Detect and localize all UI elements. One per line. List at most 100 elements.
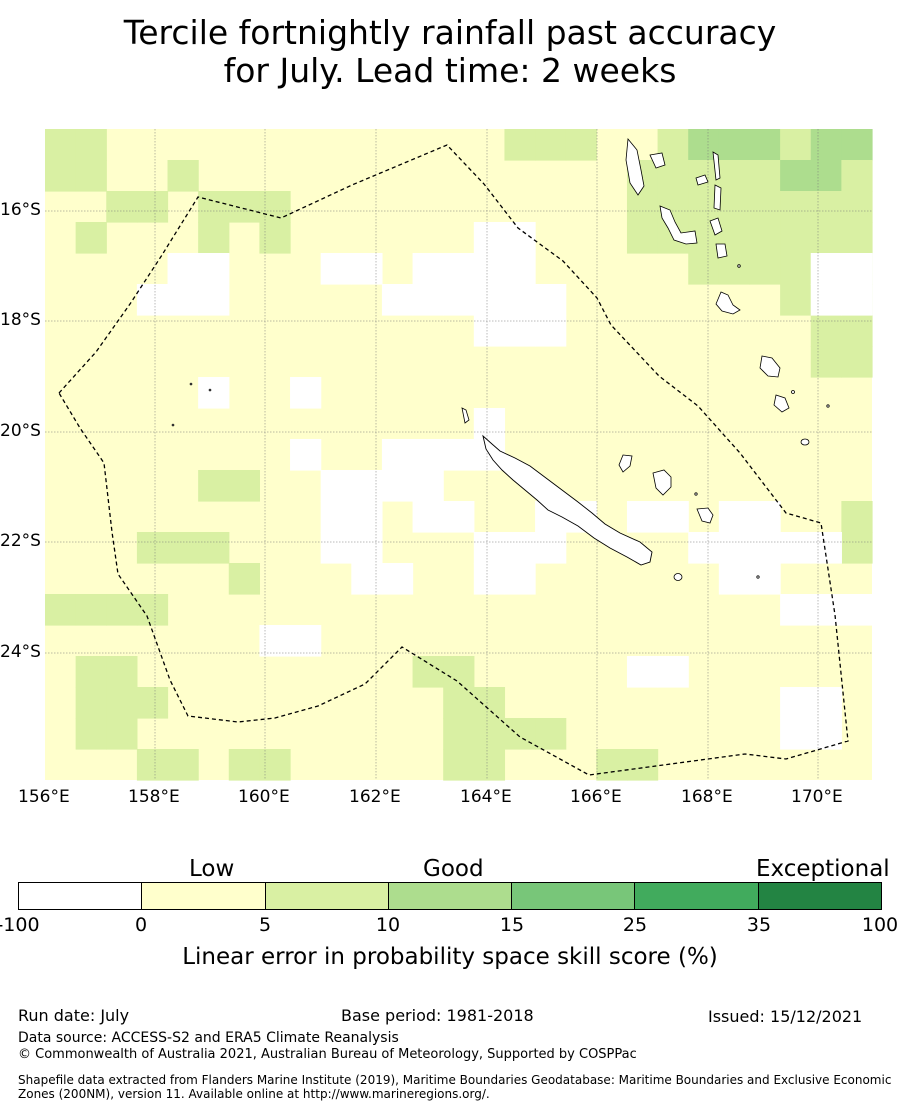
skill-cell: [320, 501, 352, 533]
skill-cell: [412, 656, 444, 688]
skill-cell: [412, 284, 444, 316]
skill-cell: [167, 532, 199, 564]
skill-cell: [504, 315, 536, 347]
lon-label-158: 158°E: [128, 787, 180, 807]
colorbar-segment-6: [635, 883, 759, 909]
skill-cell: [351, 470, 383, 502]
skill-cell: [504, 718, 536, 750]
skill-cell: [136, 191, 169, 223]
skill-cell: [106, 687, 138, 719]
skill-cell: [75, 718, 107, 750]
skill-cell: [810, 191, 842, 223]
skill-cell: [412, 470, 444, 502]
skill-cell: [351, 253, 383, 285]
skill-cell: [780, 718, 812, 750]
lat-label-22: 22°S: [0, 531, 41, 551]
skill-cell: [443, 718, 475, 750]
skill-cell: [841, 160, 873, 192]
eez-boundary: [58, 144, 849, 776]
skill-cell: [810, 284, 842, 316]
map-title: Tercile fortnightly rainfall past accura…: [0, 14, 900, 90]
lat-label-16: 16°S: [0, 200, 41, 220]
lat-label-24: 24°S: [0, 642, 41, 662]
skill-cell: [749, 563, 781, 595]
skill-cell: [718, 532, 751, 564]
skill-cell: [841, 532, 873, 564]
skill-cell: [167, 160, 199, 192]
skill-cell: [626, 656, 659, 688]
skill-cell: [718, 160, 751, 192]
skill-cell: [167, 284, 199, 316]
colorbar-tick: 5: [258, 914, 272, 936]
skill-cell: [657, 656, 689, 688]
skill-cell: [381, 284, 414, 316]
skill-cell: [473, 253, 506, 285]
skill-cell: [718, 501, 751, 533]
skill-cell: [228, 191, 261, 223]
skill-cell: [198, 253, 230, 285]
skill-cell: [136, 687, 169, 719]
skill-cell: [841, 315, 873, 347]
skill-cell: [810, 687, 842, 719]
skill-cell: [626, 749, 659, 781]
skill-cell: [443, 253, 475, 285]
skill-cell: [535, 532, 567, 564]
skill-cell: [473, 222, 506, 254]
skill-cell: [810, 315, 842, 347]
skill-cell: [718, 191, 751, 223]
skill-cell: [810, 718, 842, 750]
skill-cell: [381, 470, 414, 502]
skill-cell: [780, 129, 812, 161]
colorbar-segment-2: [142, 883, 266, 909]
skill-cell: [259, 191, 291, 223]
skill-cell: [198, 191, 230, 223]
skill-cell: [412, 501, 444, 533]
skill-cell: [780, 532, 812, 564]
skill-cell: [136, 284, 169, 316]
skill-cell: [443, 656, 475, 688]
skill-map: [45, 129, 873, 781]
skill-cell: [504, 253, 536, 285]
lon-label-166: 166°E: [570, 787, 622, 807]
skill-cell: [780, 222, 812, 254]
skill-cell: [841, 191, 873, 223]
skill-cell: [535, 129, 567, 161]
shapefile-credit: Shapefile data extracted from Flanders M…: [18, 1073, 892, 1101]
skill-cell: [535, 718, 567, 750]
skill-cell: [167, 749, 199, 781]
title-line-2: for July. Lead time: 2 weeks: [223, 51, 677, 90]
skill-cell: [228, 749, 261, 781]
skill-cell: [290, 377, 322, 409]
skill-cell: [473, 563, 506, 595]
skill-cell: [381, 563, 414, 595]
category-low: Low: [189, 856, 235, 882]
lat-label-18: 18°S: [0, 310, 41, 330]
skill-cell: [473, 315, 506, 347]
skill-cell: [688, 532, 720, 564]
skill-cell: [535, 284, 567, 316]
skill-grid-cells: [45, 129, 873, 781]
skill-cell: [749, 222, 781, 254]
skill-cell: [198, 377, 230, 409]
skill-cell: [841, 501, 873, 533]
skill-cell: [688, 253, 720, 285]
new-caledonia-island: [482, 434, 653, 566]
skill-cell: [443, 687, 475, 719]
skill-cell: [473, 749, 506, 781]
colorbar-tick: 0: [134, 914, 148, 936]
small-islands: [171, 137, 830, 581]
skill-cell: [198, 470, 230, 502]
skill-cell: [780, 594, 812, 626]
lon-label-168: 168°E: [681, 787, 733, 807]
lat-label-20: 20°S: [0, 421, 41, 441]
skill-cell: [596, 749, 628, 781]
issued-date: Issued: 15/12/2021: [708, 1007, 863, 1026]
skill-cell: [198, 532, 230, 564]
skill-cell: [749, 532, 781, 564]
skill-cell: [780, 160, 812, 192]
skill-cell: [290, 439, 322, 471]
skill-cell: [810, 346, 842, 378]
lon-label-164: 164°E: [460, 787, 512, 807]
skill-cell: [381, 439, 414, 471]
skill-cell: [504, 284, 536, 316]
